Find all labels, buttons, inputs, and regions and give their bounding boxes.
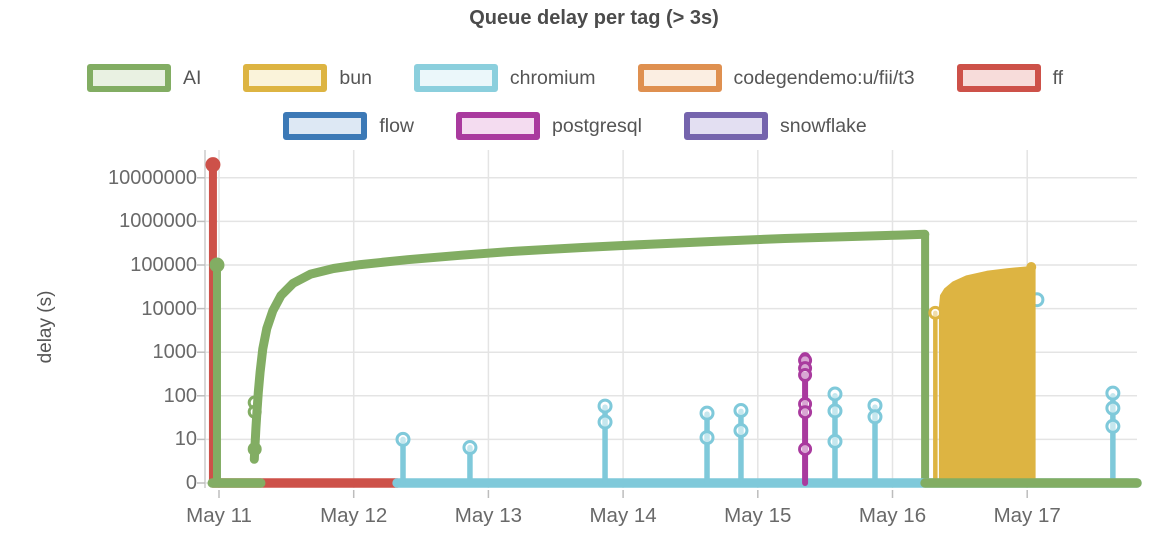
legend-row-1: AI bun chromium codegendemo:u/fii/t3 ff [0,62,1150,94]
legend-item-snowflake[interactable]: snowflake [683,112,867,140]
legend-item-ai[interactable]: AI [86,64,202,92]
y-tick-label: 10 [174,428,197,451]
legend-swatch [456,112,540,140]
y-tick-label: 100 [163,384,197,407]
legend-swatch [413,64,498,92]
legend-item-chromium[interactable]: chromium [413,64,596,92]
axes [197,150,1028,498]
legend-item-ff[interactable]: ff [956,64,1064,92]
legend-label: bun [339,66,372,89]
legend-label: codegendemo:u/fii/t3 [733,66,915,89]
legend-item-bun[interactable]: bun [243,64,372,92]
legend-swatch [283,112,368,140]
series-postgresql [798,352,813,486]
legend-label: ff [1052,66,1064,89]
legend-label: flow [379,114,414,137]
y-tick-label: 10000 [141,297,197,320]
legend-label: chromium [509,66,596,89]
y-tick-label: 1000000 [119,210,197,233]
x-tick-label: May 15 [724,504,792,527]
series-bun [928,261,1037,486]
x-tick-label: May 11 [186,504,252,527]
legend-swatch [86,64,171,92]
legend-label: snowflake [779,114,867,137]
legend-item-flow[interactable]: flow [283,112,414,140]
y-tick-label: 0 [185,472,197,494]
y-tick-label: 100000 [130,254,197,276]
series-chromium [392,292,1142,488]
legend-label: postgresql [552,114,642,137]
series-ff [205,157,402,488]
x-tick-label: May 13 [454,504,522,527]
y-tick-label: 1000 [152,341,198,364]
y-tick-label: 10000000 [108,166,197,189]
legend-swatch [243,64,328,92]
x-tick-label: May 14 [589,504,657,527]
legend-item-postgresql[interactable]: postgresql [456,112,642,140]
x-tick-label: May 16 [858,504,927,527]
legend-swatch [956,64,1041,92]
x-tick-label: May 17 [993,504,1061,527]
series-ai [207,229,930,488]
legend-item-codegendemo-u-fii-t3[interactable]: codegendemo:u/fii/t3 [637,64,915,92]
chart-title: Queue delay per tag (> 3s) [469,7,719,29]
legend-row-2: flow postgresql snowflake [0,110,1150,142]
legend-swatch [683,112,768,140]
legend-swatch [637,64,722,92]
x-tick-label: May 12 [320,504,388,527]
legend-label: AI [182,66,202,89]
